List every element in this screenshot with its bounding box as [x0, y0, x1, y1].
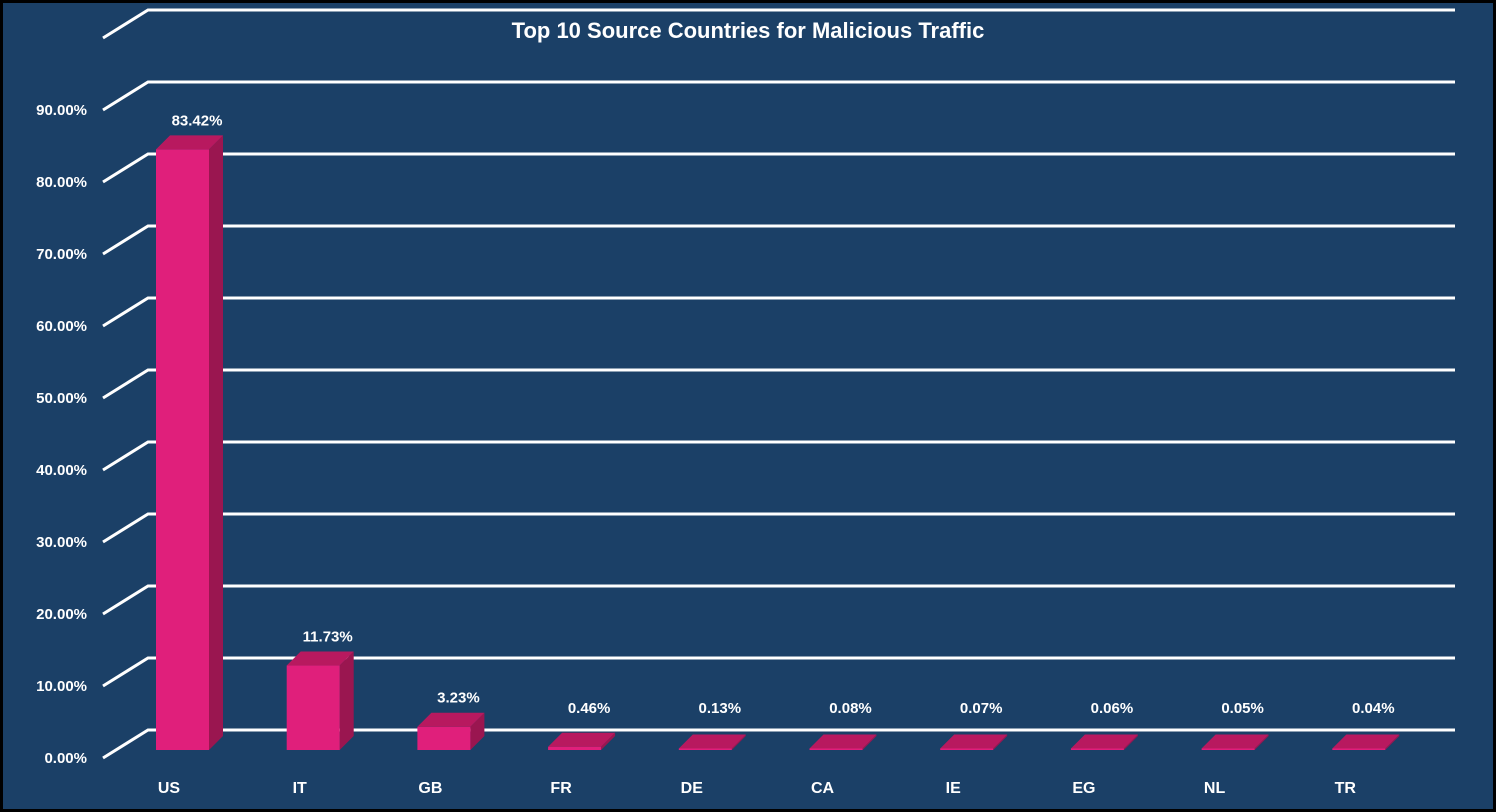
- gridline: [102, 296, 1455, 328]
- bar-side: [731, 734, 746, 750]
- x-tick-label: TR: [1335, 780, 1357, 797]
- bar: [156, 135, 223, 751]
- x-tick-label: NL: [1204, 780, 1226, 797]
- bar-top: [1070, 734, 1138, 749]
- bar-front: [1201, 748, 1255, 750]
- x-tick-label: GB: [418, 780, 442, 797]
- y-axis-ticks: 0.00% 10.00% 20.00% 30.00% 40.00% 50.00% 60.00…: [36, 102, 87, 767]
- gridlines: [102, 8, 1455, 760]
- gridline: [102, 584, 1455, 616]
- gridline: [102, 728, 1455, 760]
- bar-top: [809, 734, 877, 749]
- bar: [1201, 734, 1269, 750]
- bar-side: [209, 135, 223, 751]
- y-tick-label: 20.00%: [36, 606, 87, 623]
- x-tick-label: IE: [946, 780, 961, 797]
- bar-side: [1254, 734, 1269, 750]
- data-label: 0.06%: [1091, 700, 1134, 717]
- gridline: [102, 80, 1455, 112]
- data-label: 0.46%: [568, 700, 611, 717]
- bar-front: [1070, 748, 1124, 750]
- bar: [809, 734, 877, 750]
- gridline: [102, 440, 1455, 472]
- bar-top: [1201, 734, 1269, 749]
- data-label: 0.07%: [960, 700, 1003, 717]
- x-tick-label: DE: [681, 780, 704, 797]
- bar: [286, 651, 354, 750]
- data-labels: 83.42% 11.73% 3.23% 0.46% 0.13% 0.08% 0.07% 0.0…: [172, 112, 1395, 717]
- y-tick-label: 10.00%: [36, 678, 87, 695]
- bar-side: [1385, 734, 1400, 750]
- x-axis-labels: US IT GB FR DE CA IE EG NL TR: [158, 780, 1357, 797]
- bar-top: [940, 734, 1008, 749]
- x-tick-label: CA: [811, 780, 835, 797]
- bar-top: [286, 651, 354, 666]
- data-label: 0.13%: [699, 700, 742, 717]
- bar: [678, 734, 746, 750]
- bar-side: [862, 734, 877, 750]
- bar-chart: Top 10 Source Countries for Malicious Tr…: [36, 8, 1455, 797]
- chart-title: Top 10 Source Countries for Malicious Tr…: [512, 18, 985, 43]
- bar: [1070, 734, 1138, 750]
- y-tick-label: 0.00%: [44, 750, 87, 767]
- y-tick-label: 80.00%: [36, 174, 87, 191]
- gridline: [102, 656, 1455, 688]
- data-label: 11.73%: [303, 629, 353, 646]
- bar-side: [993, 734, 1008, 750]
- data-label: 83.42%: [172, 112, 223, 129]
- bar-side: [339, 651, 354, 750]
- bar-front: [548, 746, 602, 750]
- bar-top: [1332, 734, 1400, 749]
- x-tick-label: FR: [550, 780, 572, 797]
- gridline: [102, 368, 1455, 400]
- bar-front: [156, 149, 209, 751]
- bars: [156, 135, 1400, 751]
- y-tick-label: 40.00%: [36, 462, 87, 479]
- bar-front: [940, 748, 994, 750]
- y-tick-label: 60.00%: [36, 318, 87, 335]
- data-label: 0.05%: [1221, 700, 1264, 717]
- y-tick-label: 50.00%: [36, 390, 87, 407]
- bar-top: [678, 734, 746, 749]
- data-label: 3.23%: [437, 690, 480, 707]
- y-tick-label: 90.00%: [36, 102, 87, 119]
- bar-top: [548, 732, 616, 747]
- bar-top: [156, 135, 223, 150]
- bar-front: [1332, 748, 1386, 750]
- gridline: [102, 224, 1455, 256]
- bar: [548, 732, 616, 750]
- bar: [417, 712, 485, 750]
- x-tick-label: IT: [293, 780, 307, 797]
- bar: [940, 734, 1008, 750]
- bar-side: [1123, 734, 1138, 750]
- bar-top: [417, 712, 485, 727]
- y-tick-label: 30.00%: [36, 534, 87, 551]
- gridline: [102, 8, 1455, 40]
- data-label: 0.08%: [829, 700, 872, 717]
- bar-front: [809, 748, 863, 750]
- bar-front: [286, 665, 340, 750]
- y-tick-label: 70.00%: [36, 246, 87, 263]
- gridline: [102, 152, 1455, 184]
- bar-side: [470, 712, 485, 750]
- bar-side: [601, 732, 616, 750]
- bar: [1332, 734, 1400, 750]
- data-label: 0.04%: [1352, 700, 1395, 717]
- x-tick-label: EG: [1072, 780, 1095, 797]
- gridline: [102, 512, 1455, 544]
- bar-front: [678, 748, 732, 750]
- x-tick-label: US: [158, 780, 181, 797]
- bar-front: [417, 726, 471, 750]
